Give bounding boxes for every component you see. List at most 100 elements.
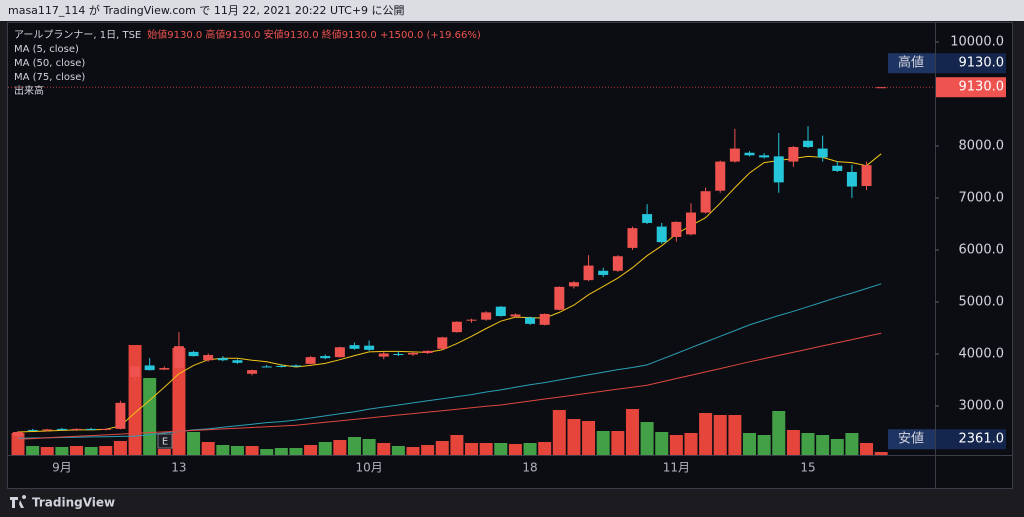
- volume-bar: [391, 446, 405, 455]
- volume-bar: [377, 443, 391, 455]
- candle-body: [861, 165, 872, 187]
- ma-line: [17, 283, 882, 439]
- badge-name-bg: [888, 429, 935, 450]
- volume-bar: [538, 442, 552, 455]
- x-tick-label: 18: [522, 461, 537, 475]
- candle-body: [130, 366, 141, 377]
- candle-body: [422, 350, 433, 353]
- volume-bar: [655, 432, 669, 455]
- candle-body: [217, 358, 228, 361]
- volume-bar: [333, 440, 347, 455]
- y-tick-label: 7000.0: [959, 190, 1005, 205]
- volume-bar: [260, 449, 274, 455]
- volume-bar: [860, 443, 874, 455]
- candle-body: [846, 171, 857, 187]
- x-tick-label: 15: [800, 461, 815, 475]
- volume-bar: [40, 447, 54, 455]
- earnings-marker: E: [162, 437, 168, 448]
- candle-body: [408, 352, 419, 355]
- candle-body: [42, 429, 53, 431]
- volume-bar: [172, 348, 186, 455]
- x-tick-label: 11月: [663, 461, 690, 475]
- logo-icon: [10, 495, 27, 508]
- candle-body: [554, 286, 565, 310]
- volume-bar: [508, 444, 522, 455]
- candle-body: [568, 282, 579, 287]
- candle-body: [598, 270, 609, 275]
- candle-body: [700, 191, 711, 213]
- candle-body: [451, 321, 462, 333]
- badge-name-bg: [888, 53, 935, 74]
- volume-bar: [230, 446, 244, 455]
- candle-body: [773, 156, 784, 183]
- volume-bar: [743, 433, 756, 455]
- candle-body: [583, 265, 594, 281]
- candle-body: [685, 212, 696, 235]
- candle-body: [115, 402, 126, 429]
- volume-bar: [713, 415, 727, 455]
- volume-bar: [128, 345, 142, 455]
- volume-bar: [669, 435, 683, 455]
- volume-bar: [421, 445, 435, 455]
- candle-body: [481, 312, 492, 320]
- volume-bar: [757, 435, 771, 455]
- volume-bar: [874, 452, 888, 455]
- legend-entry: MA (5, close): [14, 44, 79, 55]
- volume-bar: [801, 433, 815, 455]
- volume-bar: [699, 413, 713, 455]
- volume-bar: [55, 447, 69, 455]
- volume-bar: [465, 443, 479, 455]
- volume-bar: [113, 441, 127, 455]
- candle-body: [656, 226, 667, 243]
- volume-bar: [274, 448, 288, 455]
- volume-bar: [406, 447, 420, 455]
- volume-bar: [318, 442, 332, 455]
- candle-body: [27, 429, 38, 431]
- volume-bar: [596, 431, 610, 455]
- candle-body: [232, 360, 243, 363]
- symbol: アールプランナー, 1日, TSE: [14, 29, 141, 41]
- volume-bar: [157, 449, 171, 455]
- volume-bar: [143, 378, 157, 455]
- earnings-box: [157, 433, 173, 449]
- candle-body: [788, 147, 799, 162]
- candle-body: [261, 366, 272, 368]
- y-tick-label: 5000.0: [959, 294, 1005, 309]
- candle-body: [247, 370, 258, 374]
- candle-body: [744, 152, 755, 156]
- legend-title: アールプランナー, 1日, TSE 始値9130.0 高値9130.0 安値913…: [14, 28, 481, 41]
- plot: 3000.0 4000.0 5000.0 6000.0 7000.0 8000.0 1000…: [8, 34, 1005, 475]
- badge-value: 9130.0: [959, 56, 1005, 71]
- header-text: masa117_114 が TradingView.com で 11月 22, …: [8, 3, 405, 17]
- badge-name: 安値: [898, 431, 924, 447]
- volume-bar: [289, 448, 303, 455]
- candle-body: [803, 140, 814, 148]
- candle-body: [510, 314, 521, 317]
- chart-pane: [7, 22, 1013, 489]
- candle-body: [612, 256, 623, 271]
- footer-logo: TradingView: [10, 495, 115, 510]
- candle-body: [100, 428, 111, 430]
- ohlc-values: 始値9130.0 高値9130.0 安値9130.0 終値9130.0 +150…: [147, 28, 481, 41]
- candle-body: [144, 365, 155, 371]
- ma-line: [17, 153, 882, 433]
- volume-bar: [187, 432, 201, 455]
- candle-body: [729, 148, 740, 162]
- badge-name: 高値: [898, 55, 924, 71]
- candle-body: [56, 428, 67, 430]
- candle-body: [817, 148, 828, 158]
- candle-body: [159, 368, 170, 370]
- y-tick-label: 3000.0: [959, 398, 1005, 413]
- volume-bar: [26, 446, 40, 455]
- volume-bar: [216, 445, 230, 455]
- volume-bar: [84, 447, 98, 455]
- volume-bar: [772, 411, 786, 455]
- candle-body: [715, 161, 726, 191]
- candle-body: [495, 306, 506, 317]
- candle-body: [671, 221, 682, 237]
- candle-body: [437, 337, 448, 349]
- x-tick-label: 10月: [355, 461, 382, 475]
- candle-body: [627, 228, 638, 248]
- volume-bar: [640, 422, 654, 455]
